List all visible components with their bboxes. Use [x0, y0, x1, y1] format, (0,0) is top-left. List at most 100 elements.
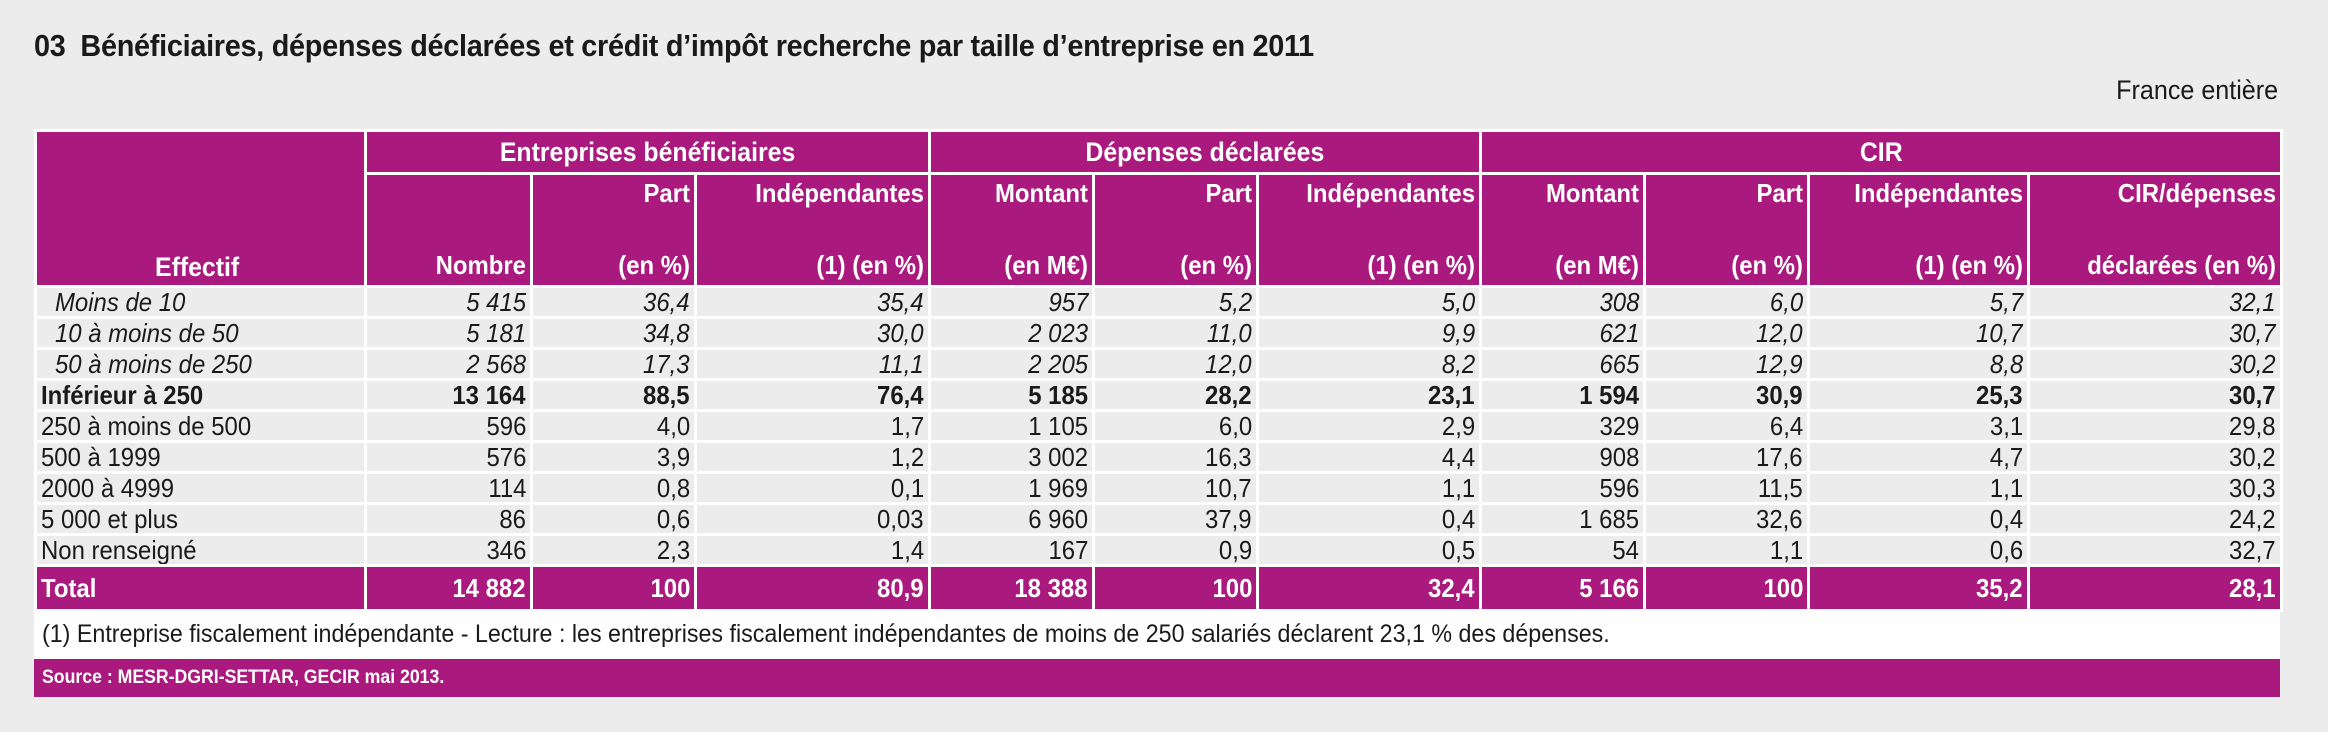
column-header-line2: (en %) — [618, 250, 690, 280]
table-body: Moins de 10 5 415 36,4 35,4 957 5,2 5,0 308 6,0 5… — [34, 285, 2284, 567]
table-cell: 30,7 — [2027, 378, 2284, 412]
table-row: 500 à 1999 576 3,9 1,2 3 002 16,3 4,4 908 17,6 4,… — [34, 440, 2284, 474]
table-title-text: Bénéficiaires, dépenses déclarées et cré… — [80, 28, 1314, 63]
total-cell: 14 882 — [364, 564, 533, 612]
column-header: Montant (en M€) — [928, 172, 1095, 288]
table-cell: 13 164 — [364, 378, 533, 412]
table-cell: 30,0 — [694, 316, 931, 350]
column-header: Indépendantes (1) (en %) — [1807, 172, 2031, 288]
table-cell: 36,4 — [530, 285, 697, 319]
table-row: Inférieur à 250 13 164 88,5 76,4 5 185 28,2 23… — [34, 378, 2284, 412]
table-cell: 0,6 — [1807, 533, 2031, 567]
table-cell: 4,0 — [530, 409, 697, 443]
column-header-line1: Part — [643, 178, 690, 208]
table-cell: 2 205 — [928, 347, 1095, 381]
row-label: 250 à moins de 500 — [34, 409, 367, 443]
table-cell: 1 594 — [1479, 378, 1647, 412]
column-header-line1: Indépendantes — [755, 178, 924, 208]
total-cell: 80,9 — [694, 564, 931, 612]
table-cell: 5 185 — [928, 378, 1095, 412]
total-cell: 32,4 — [1255, 564, 1483, 612]
table-cell: 621 — [1479, 316, 1647, 350]
column-header-line1: CIR/dépenses — [2117, 178, 2277, 208]
total-cell: 100 — [1092, 564, 1259, 612]
table-cell: 8,2 — [1255, 347, 1483, 381]
table-cell: 114 — [364, 471, 533, 505]
table-cell: 28,2 — [1092, 378, 1259, 412]
table-cell: 12,0 — [1092, 347, 1259, 381]
table-cell: 76,4 — [694, 378, 931, 412]
table-cell: 17,3 — [530, 347, 697, 381]
table-cell: 5,0 — [1255, 285, 1483, 319]
row-label: Non renseigné — [34, 533, 367, 567]
group-header-cir: CIR — [1479, 129, 2284, 175]
table-cell: 3 002 — [928, 440, 1095, 474]
table-cell: 8,8 — [1807, 347, 2031, 381]
table-cell: 5 181 — [364, 316, 533, 350]
table-cell: 346 — [364, 533, 533, 567]
table-cell: 30,3 — [2027, 471, 2284, 505]
table-row: Moins de 10 5 415 36,4 35,4 957 5,2 5,0 308 6,0 5… — [34, 285, 2284, 319]
row-label: 10 à moins de 50 — [34, 316, 367, 350]
table-cell: 1,1 — [1255, 471, 1483, 505]
table-cell: 30,2 — [2027, 347, 2284, 381]
column-header: Montant (en M€) — [1479, 172, 1647, 288]
column-header-line2: (1) (en %) — [1367, 250, 1476, 280]
table-cell: 0,6 — [530, 502, 697, 536]
column-header: CIR/dépenses déclarées (en %) — [2027, 172, 2284, 288]
column-header-line2: (en %) — [1731, 250, 1804, 280]
column-header-line1: Montant — [994, 178, 1088, 208]
table-cell: 12,0 — [1643, 316, 1811, 350]
column-header: Indépendantes (1) (en %) — [1255, 172, 1483, 288]
row-label: 50 à moins de 250 — [34, 347, 367, 381]
table-cell: 1,7 — [694, 409, 931, 443]
column-header-line2: (en M€) — [1004, 250, 1088, 280]
total-cell: 18 388 — [928, 564, 1095, 612]
table-row: 250 à moins de 500 596 4,0 1,7 1 105 6,0 2,9 32… — [34, 409, 2284, 443]
table-cell: 1 969 — [928, 471, 1095, 505]
table-cell: 12,9 — [1643, 347, 1811, 381]
row-header-effectif: Effectif — [34, 129, 367, 288]
table-cell: 5,2 — [1092, 285, 1259, 319]
group-header-row: Effectif Entreprises bénéficiaires Dépen… — [34, 129, 2284, 288]
data-table: Effectif Entreprises bénéficiaires Dépen… — [34, 129, 2284, 612]
table-cell: 596 — [364, 409, 533, 443]
total-cell: 5 166 — [1479, 564, 1647, 612]
table-cell: 2 023 — [928, 316, 1095, 350]
table-cell: 0,03 — [694, 502, 931, 536]
table-cell: 6,4 — [1643, 409, 1811, 443]
table-cell: 10,7 — [1092, 471, 1259, 505]
table-cell: 9,9 — [1255, 316, 1483, 350]
table-row: 5 000 et plus 86 0,6 0,03 6 960 37,9 0,4 1 685 3… — [34, 502, 2284, 536]
table-row: 50 à moins de 250 2 568 17,3 11,1 2 205 12,0 8… — [34, 347, 2284, 381]
table-cell: 5 415 — [364, 285, 533, 319]
total-label: Total — [34, 564, 367, 612]
table-cell: 17,6 — [1643, 440, 1811, 474]
column-header-line1: Indépendantes — [1854, 178, 2024, 208]
table-cell: 29,8 — [2027, 409, 2284, 443]
table-cell: 1 105 — [928, 409, 1095, 443]
table-cell: 3,9 — [530, 440, 697, 474]
table-cell: 1,2 — [694, 440, 931, 474]
column-header-line2: Nombre — [435, 250, 526, 280]
column-header-line1: Montant — [1546, 178, 1640, 208]
table-cell: 16,3 — [1092, 440, 1259, 474]
table-cell: 23,1 — [1255, 378, 1483, 412]
table-cell: 1,1 — [1643, 533, 1811, 567]
table-cell: 329 — [1479, 409, 1647, 443]
column-header-line2: (1) (en %) — [816, 250, 924, 280]
row-label: 2000 à 4999 — [34, 471, 367, 505]
table-container: Effectif Entreprises bénéficiaires Dépen… — [34, 129, 2284, 697]
table-cell: 24,2 — [2027, 502, 2284, 536]
table-row: 10 à moins de 50 5 181 34,8 30,0 2 023 11,0 9,… — [34, 316, 2284, 350]
group-header-depenses: Dépenses déclarées — [927, 129, 1483, 175]
table-header: Effectif Entreprises bénéficiaires Dépen… — [34, 129, 2284, 288]
row-label: Inférieur à 250 — [34, 378, 367, 412]
table-cell: 665 — [1479, 347, 1647, 381]
table-cell: 4,4 — [1255, 440, 1483, 474]
table-cell: 0,4 — [1255, 502, 1483, 536]
table-cell: 6,0 — [1092, 409, 1259, 443]
table-cell: 0,4 — [1807, 502, 2031, 536]
table-cell: 596 — [1479, 471, 1647, 505]
table-cell: 0,5 — [1255, 533, 1483, 567]
